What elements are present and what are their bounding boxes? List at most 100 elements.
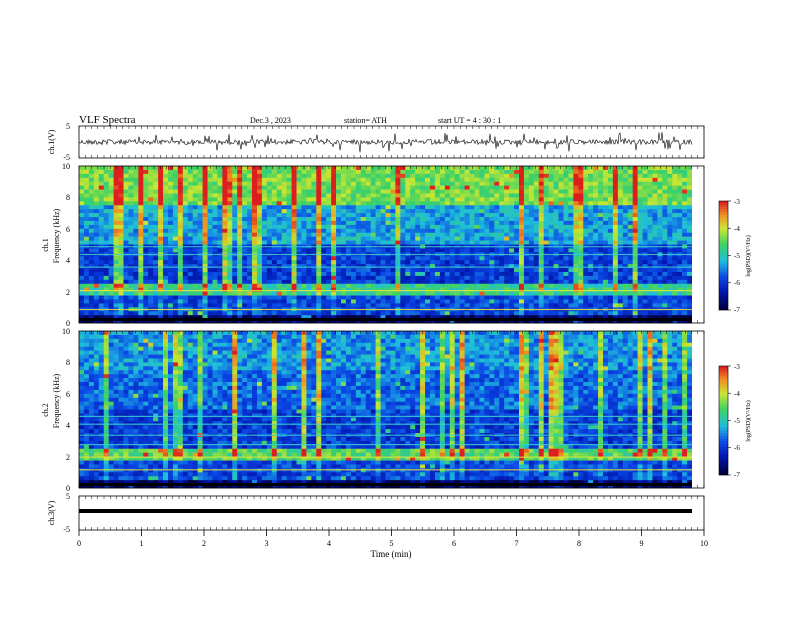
spectrogram-cell [113,177,119,182]
spectrogram-cell [682,279,688,285]
spectrogram-cell [261,205,268,210]
spectrogram-cell [464,209,470,214]
spectrogram-cell [474,185,480,190]
spectrogram-cell [632,220,638,226]
spectrogram-cell [429,166,436,171]
spectrogram-cell [395,166,401,171]
spectrogram-cell [217,319,223,324]
spectrogram-cell [474,303,480,308]
spectrogram-cell [514,209,520,214]
spectrogram-cell [370,181,376,186]
spectrogram-cell [182,217,189,222]
spectrogram-cell [474,311,480,316]
spectrogram-cell [345,299,352,304]
spectrogram-cell [400,279,406,285]
spectrogram-cell [657,209,663,214]
spectrogram-cell [217,181,223,186]
spectrogram-cell [271,197,278,202]
spectrogram-cell [247,236,253,241]
spectrogram-cell [439,299,446,304]
spectrogram-cell [79,177,85,182]
spectrogram-cell [138,189,144,194]
spectrogram-cell [617,303,624,308]
spectrogram-cell [316,240,322,245]
spectrogram-cell [464,201,470,206]
spectrogram-cell [360,193,367,198]
spectrogram-cell [385,319,391,324]
spectrogram-cell [578,248,584,253]
spectrogram-cell [93,224,100,230]
spectrogram-cell [286,213,292,218]
spectrogram-cell [182,232,189,237]
spectrogram-cell [306,303,312,308]
spectrogram-cell [83,177,90,182]
spectrogram-cell [341,166,347,171]
spectrogram-cell [261,213,268,218]
spectrogram-cell [593,232,599,237]
spectrogram-cell [449,295,456,300]
spectrogram-cell [429,303,436,308]
spectrogram-cell [677,264,683,269]
spectrogram-cell [108,248,114,253]
spectrogram-cell [528,197,535,202]
spectrogram-cell [261,232,268,237]
spectrogram-cell [316,201,322,206]
spectrogram-cell [321,177,327,182]
spectrogram-cell [429,213,436,218]
spectrogram-cell [331,311,337,316]
spectrogram-cell [276,315,282,320]
spectrogram-cell [682,205,688,210]
spectrogram-cell [207,256,213,261]
spectrogram-cell [420,177,426,182]
spectrogram-cell [207,220,213,226]
spectrogram-cell [499,268,505,273]
spectrogram-cell [197,248,203,253]
spectrogram-cell [405,224,411,230]
spectrogram-cell [538,264,544,269]
spectrogram-cell [113,264,119,269]
spectrogram-cell [202,173,208,179]
spectrogram-cell [444,181,451,186]
spectrogram-cell [439,287,446,292]
spectrogram-cell [79,331,85,336]
spectrogram-cell [301,311,307,316]
spectrogram-cell [98,166,105,171]
spectrogram-cell [687,264,693,269]
spectrogram-cell [261,169,268,175]
spectrogram-cell [341,271,347,277]
spectrogram-cell [163,240,169,245]
spectrogram-cell [93,205,100,210]
spectrogram-cell [687,279,693,285]
spectrogram-cell [489,205,495,210]
spectrogram-cell [444,275,451,281]
spectrogram-cell [553,315,559,320]
spectrogram-cell [266,220,273,226]
spectrogram-cell [177,287,184,292]
spectrogram-cell [301,228,307,234]
spectrogram-cell [627,268,633,273]
spectrogram-cell [222,299,228,304]
spectrogram-cell [301,256,307,261]
spectrogram-cell [410,299,416,304]
spectrogram-cell [449,248,456,253]
spectrogram-cell [276,299,282,304]
spectrogram-cell [133,264,139,269]
spectrogram-cell [98,201,105,206]
spectrogram-cell [598,217,604,222]
spectrogram-cell [133,256,139,261]
spectrogram-cell [682,240,688,245]
spectrogram-cell [479,236,485,241]
spectrogram-cell [326,201,332,206]
spectrogram-cell [489,217,495,222]
spectrogram-cell [217,275,223,281]
spectrogram-cell [128,303,134,308]
spectrogram-cell [598,275,604,281]
spectrogram-cell [153,240,159,245]
spectrogram-cell [148,236,154,241]
spectrogram-cell [138,264,144,269]
spectrogram-cell [237,217,243,222]
spectrogram-cell [390,268,396,273]
spectrogram-cell [593,209,599,214]
spectrogram-cell [459,311,465,316]
spectrogram-cell [281,275,287,281]
